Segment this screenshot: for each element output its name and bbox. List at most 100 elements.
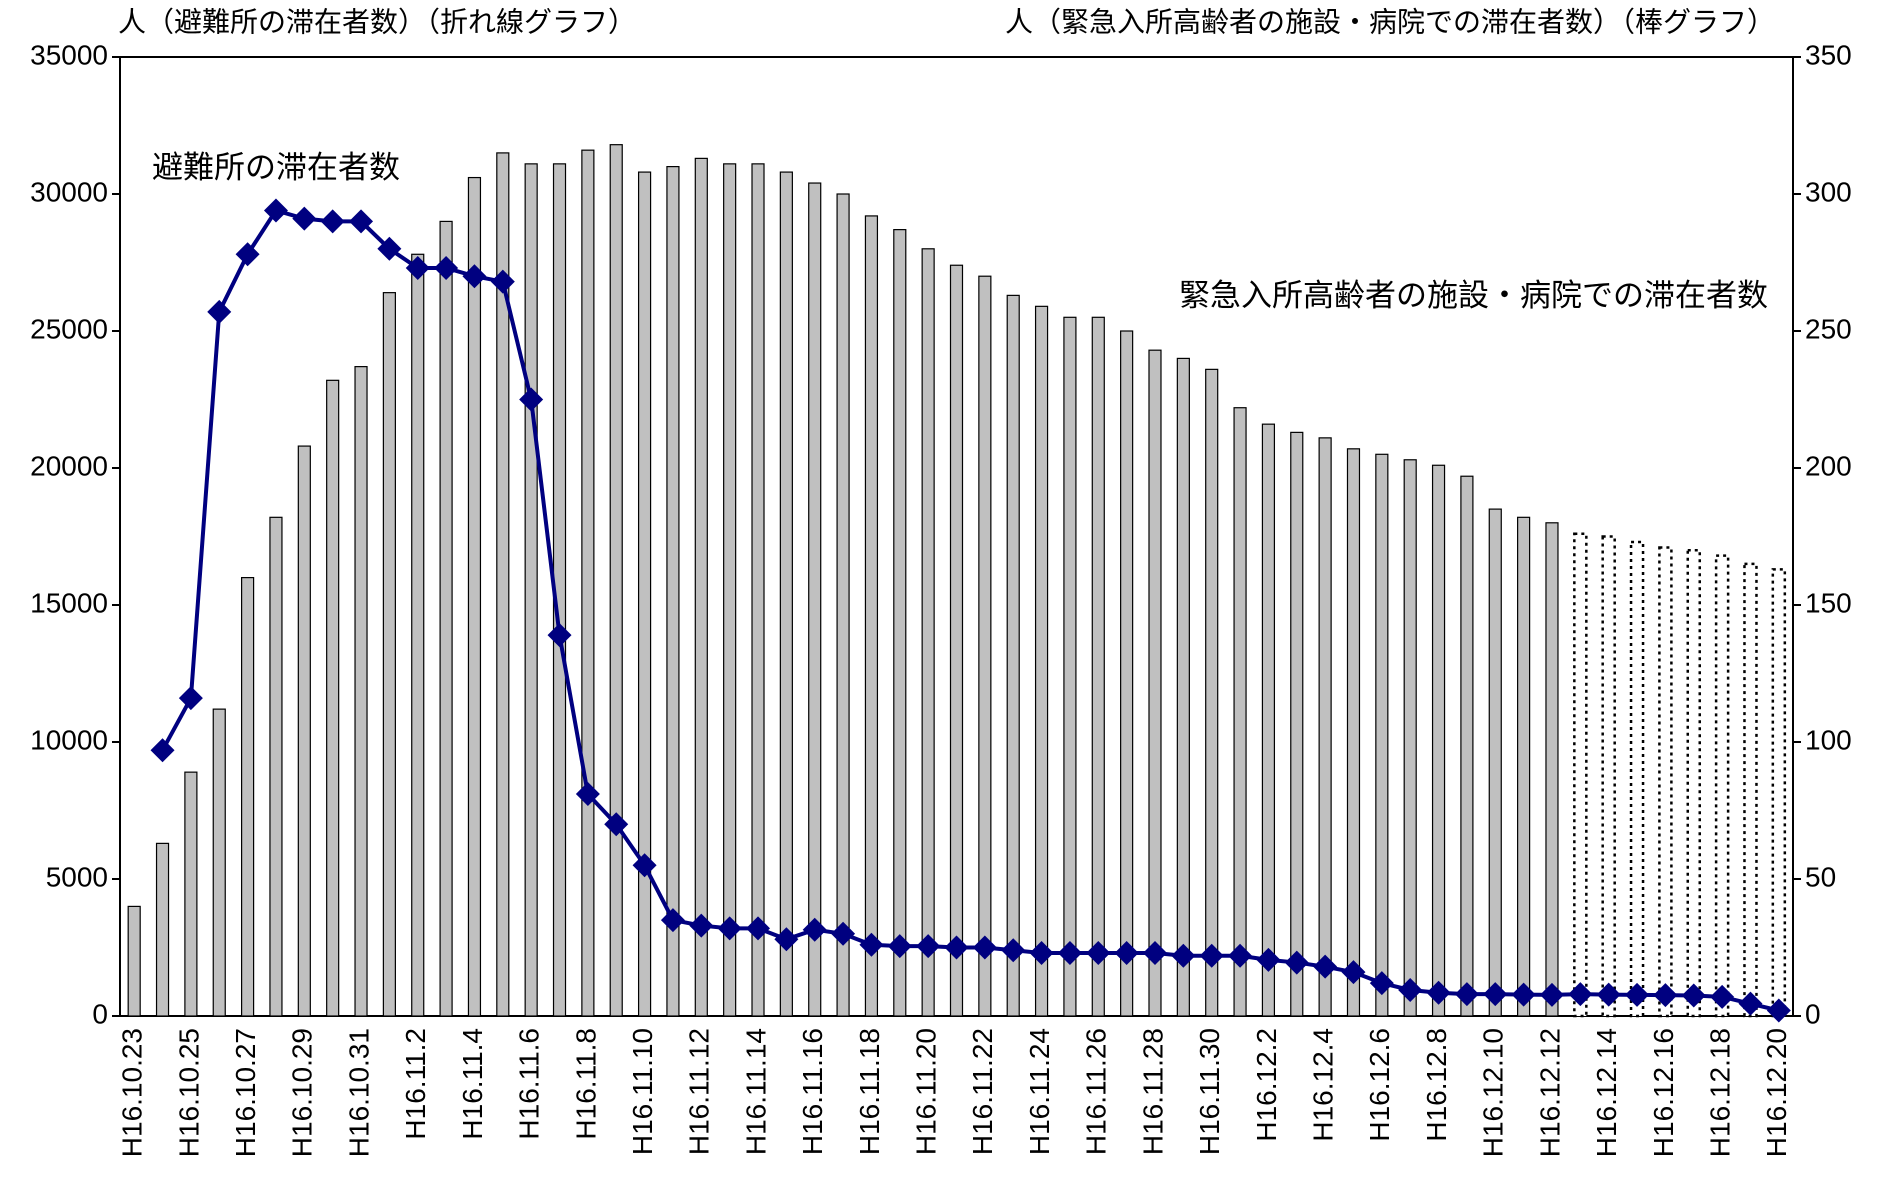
x-tick-label: H16.11.4 bbox=[457, 1028, 488, 1140]
bar bbox=[1431, 464, 1446, 1017]
x-tick-label: H16.11.10 bbox=[627, 1028, 658, 1155]
bar bbox=[297, 445, 311, 1017]
x-tick-label: H16.11.14 bbox=[740, 1028, 771, 1155]
x-tick-label: H16.12.10 bbox=[1478, 1028, 1509, 1157]
x-tick-label: H16.11.20 bbox=[911, 1028, 942, 1155]
x-tick-label: H16.11.30 bbox=[1194, 1028, 1225, 1155]
x-tick-label: H16.10.27 bbox=[230, 1028, 261, 1157]
bar bbox=[496, 152, 510, 1017]
x-tick-label: H16.10.31 bbox=[343, 1028, 374, 1157]
bar bbox=[1205, 368, 1219, 1017]
bar bbox=[184, 771, 198, 1017]
x-tick-label: H16.11.22 bbox=[967, 1028, 998, 1155]
bar bbox=[1261, 423, 1276, 1017]
y2-tick-label: 200 bbox=[1805, 450, 1852, 481]
marker bbox=[178, 686, 203, 711]
marker bbox=[1029, 940, 1054, 965]
marker bbox=[916, 934, 941, 959]
bar bbox=[1629, 540, 1645, 1018]
x-tick-label: H16.11.2 bbox=[400, 1028, 431, 1140]
bar bbox=[212, 708, 226, 1017]
y2-tick-label: 300 bbox=[1805, 176, 1852, 207]
marker bbox=[462, 264, 487, 289]
marker bbox=[774, 927, 799, 952]
marker bbox=[1199, 943, 1224, 968]
bar bbox=[467, 176, 482, 1017]
bar bbox=[609, 144, 623, 1017]
y2-axis-title: 人（緊急入所高齢者の施設・病院での滞在者数）（棒グラフ） bbox=[1005, 6, 1775, 37]
bar bbox=[1545, 522, 1559, 1017]
bar bbox=[127, 905, 141, 1017]
bar bbox=[1006, 294, 1020, 1017]
y2-tick-label: 0 bbox=[1805, 998, 1821, 1029]
bar bbox=[1346, 448, 1361, 1017]
y2-tick-label: 150 bbox=[1805, 587, 1852, 618]
marker bbox=[632, 853, 657, 878]
marker bbox=[235, 242, 260, 267]
y2-tick-label: 250 bbox=[1805, 313, 1852, 344]
bar bbox=[864, 215, 879, 1017]
marker bbox=[1681, 983, 1706, 1008]
marker bbox=[802, 917, 827, 942]
bar bbox=[1601, 535, 1616, 1018]
marker bbox=[831, 921, 856, 946]
line bbox=[160, 208, 1780, 1013]
marker bbox=[320, 209, 345, 234]
marker bbox=[490, 269, 515, 294]
marker bbox=[405, 255, 430, 280]
marker bbox=[1057, 940, 1082, 965]
marker bbox=[604, 812, 629, 837]
bar bbox=[808, 182, 822, 1017]
marker bbox=[746, 916, 771, 941]
bar bbox=[1233, 407, 1247, 1017]
y2-tick-label: 100 bbox=[1805, 724, 1852, 755]
marker bbox=[377, 236, 402, 261]
x-tick-label: H16.12.2 bbox=[1251, 1028, 1282, 1142]
bar bbox=[694, 157, 708, 1017]
x-tick-label: H16.12.18 bbox=[1705, 1028, 1736, 1157]
x-tick-label: H16.11.6 bbox=[514, 1028, 545, 1140]
marker bbox=[292, 206, 317, 231]
marker bbox=[349, 209, 374, 234]
bar bbox=[1658, 546, 1673, 1018]
marker bbox=[859, 932, 884, 957]
x-tick-label: H16.10.29 bbox=[287, 1028, 318, 1157]
bar bbox=[269, 516, 283, 1017]
bar bbox=[1743, 562, 1758, 1018]
marker bbox=[1454, 982, 1479, 1007]
bar bbox=[1375, 453, 1389, 1017]
bar bbox=[411, 253, 425, 1017]
x-tick-label: H16.11.18 bbox=[854, 1028, 885, 1155]
bar bbox=[1148, 349, 1162, 1017]
marker bbox=[660, 908, 685, 933]
marker bbox=[717, 916, 742, 941]
marker bbox=[689, 913, 714, 938]
marker bbox=[1398, 977, 1423, 1002]
bar bbox=[524, 163, 538, 1017]
x-tick-label: H16.12.6 bbox=[1364, 1028, 1395, 1142]
bar bbox=[1318, 437, 1332, 1017]
series-label: 緊急入所高齢者の施設・病院での滞在者数 bbox=[1179, 278, 1768, 313]
y-axis-title: 人（避難所の滞在者数）（折れ線グラフ） bbox=[118, 6, 636, 37]
y-tick-label: 20000 bbox=[30, 450, 108, 481]
marker bbox=[1511, 982, 1536, 1007]
y-tick-label: 0 bbox=[92, 998, 108, 1029]
x-tick-label: H16.11.28 bbox=[1137, 1028, 1168, 1155]
marker bbox=[1766, 998, 1791, 1023]
bar bbox=[439, 220, 453, 1017]
bar bbox=[1034, 305, 1049, 1017]
marker bbox=[1142, 940, 1167, 965]
bar bbox=[921, 248, 935, 1017]
marker bbox=[434, 255, 459, 280]
bar bbox=[1091, 316, 1105, 1017]
marker bbox=[1228, 943, 1253, 968]
x-tick-label: H16.11.24 bbox=[1024, 1028, 1055, 1155]
y2-tick-label: 350 bbox=[1805, 39, 1852, 70]
bar bbox=[836, 193, 850, 1017]
marker bbox=[1171, 943, 1196, 968]
marker bbox=[263, 198, 288, 223]
bar bbox=[1771, 568, 1787, 1018]
marker bbox=[547, 623, 572, 648]
bar bbox=[1120, 330, 1134, 1017]
